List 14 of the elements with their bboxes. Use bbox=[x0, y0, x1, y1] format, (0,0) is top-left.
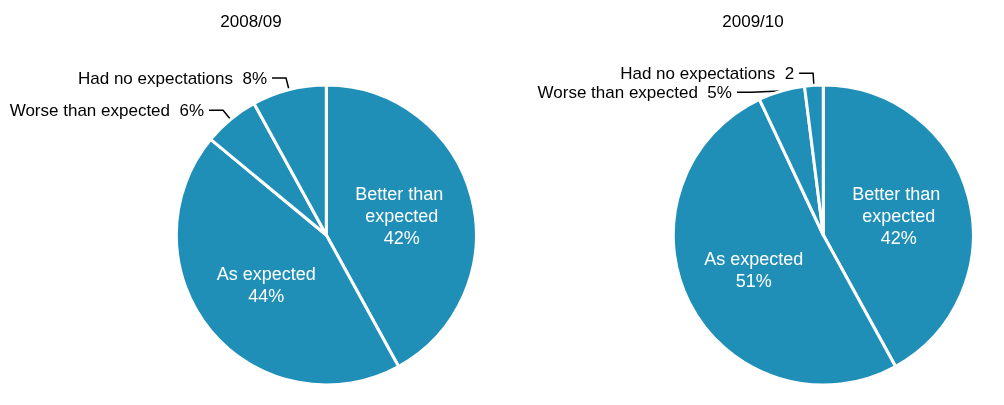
chart-title: 2008/09 bbox=[220, 12, 282, 31]
data-label: 44% bbox=[248, 285, 285, 306]
slice-label: As expected bbox=[704, 249, 804, 270]
data-label: 42% bbox=[880, 227, 917, 248]
slice-label: Worse than expected 6% bbox=[9, 100, 205, 120]
slice-label: Had no expectations 2 bbox=[620, 63, 795, 83]
slice-label: Worse than expected 5% bbox=[537, 82, 732, 102]
data-label: 42% bbox=[383, 227, 420, 248]
slice-label: As expected bbox=[216, 263, 316, 284]
slice-label: Had no expectations 8% bbox=[78, 68, 268, 88]
data-label: 51% bbox=[735, 271, 772, 292]
slice-label: Better than expected bbox=[852, 183, 946, 226]
chart-title: 2009/10 bbox=[722, 12, 784, 31]
slice-label: Better than expected bbox=[355, 183, 449, 226]
